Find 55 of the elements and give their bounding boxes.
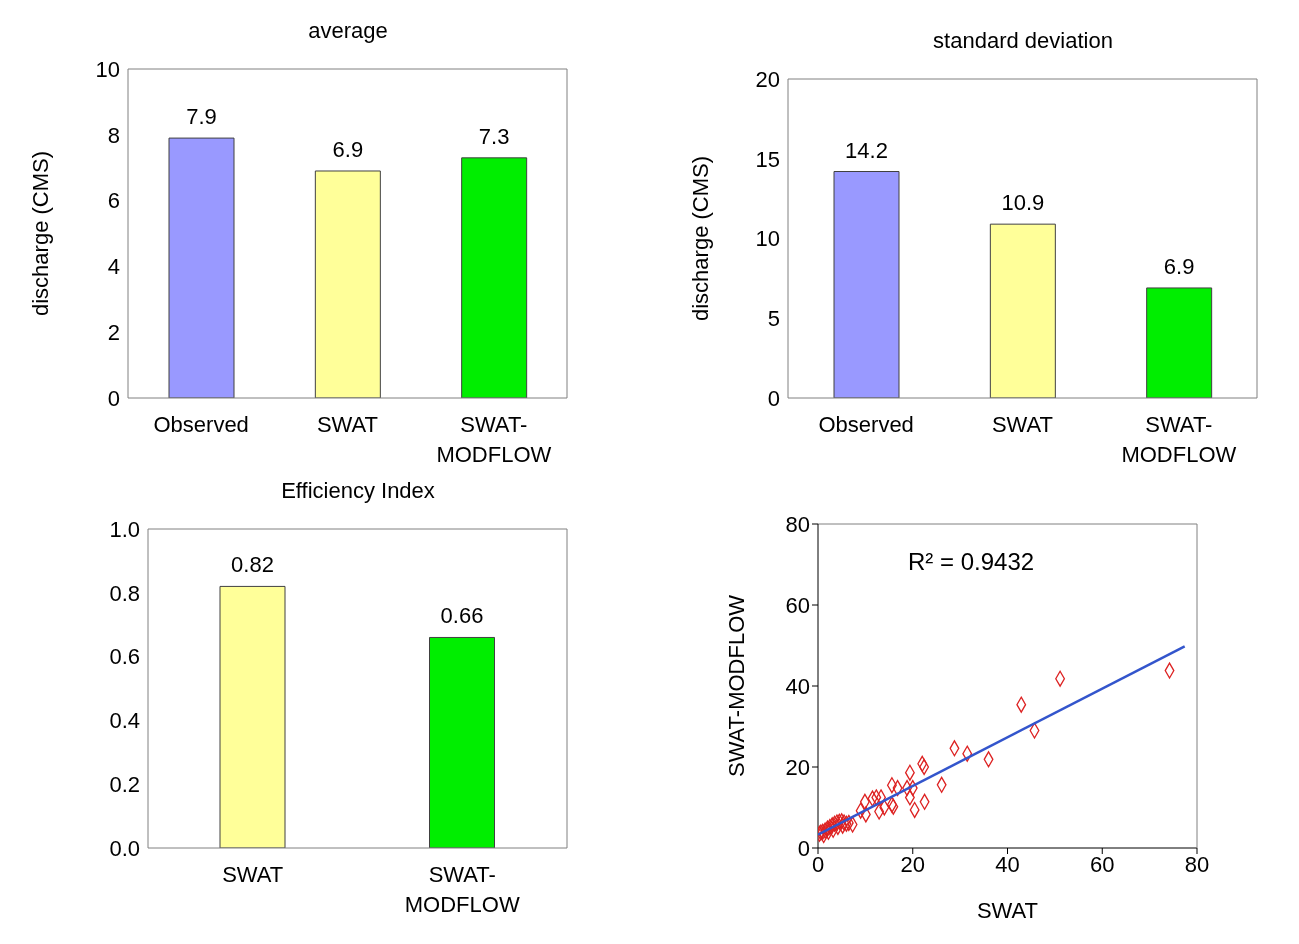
y-tick-label: 20 [755,66,780,92]
x-tick-label: SWAT-MODFLOW [404,862,520,917]
chart-title: Efficiency Index [280,478,436,505]
data-label: 6.9 [332,136,364,162]
x-tick-label: SWAT [991,412,1054,437]
y-axis-title: discharge (CMS) [27,150,53,317]
bar [989,223,1056,398]
bar [314,170,381,398]
y-tick-label: 0.8 [109,580,140,606]
y-tick-label: 1.0 [109,516,140,542]
y-tick-label: 0 [767,385,780,411]
data-label: 0.66 [440,603,484,629]
y-tick-label: 0.2 [109,772,140,798]
x-tick-label: 80 [1184,851,1210,877]
x-tick-label: 20 [900,851,925,877]
y-tick-label: 0 [107,385,120,411]
y-tick-label: 0 [797,835,810,861]
x-axis-title: SWAT [976,898,1039,923]
x-tick-label: SWAT-MODFLOW [436,412,552,467]
x-tick-label: SWAT [316,412,379,437]
x-tick-label: 40 [995,851,1020,877]
x-tick-label: Observed [153,412,249,437]
chart-title: average [307,18,389,45]
y-tick-label: 15 [755,146,780,172]
data-label: 6.9 [1163,253,1195,279]
y-tick-label: 10 [95,56,120,82]
bar [1146,287,1213,398]
y-tick-label: 40 [785,673,810,699]
y-tick-label: 20 [785,754,810,780]
data-label: 0.82 [231,552,274,578]
x-tick-label: SWAT-MODFLOW [1121,412,1237,467]
bar [168,137,235,398]
data-label: 7.9 [186,104,217,130]
y-tick-label: 60 [785,592,810,618]
x-tick-label: Observed [818,412,914,437]
y-tick-label: 80 [785,511,810,537]
bar [461,157,528,398]
y-tick-label: 10 [755,226,780,252]
data-label: 7.3 [478,123,510,149]
annotation: R² = 0.9432 [908,548,1035,576]
data-label: 14.2 [845,137,888,163]
y-tick-label: 0.4 [109,708,140,734]
bar [833,171,900,398]
y-tick-label: 5 [767,306,780,332]
x-tick-label: SWAT [222,862,284,887]
y-tick-label: 2 [107,320,120,346]
y-tick-label: 4 [107,254,120,280]
data-label: 10.9 [1001,190,1045,216]
y-tick-label: 0.6 [109,644,140,670]
y-tick-label: 6 [107,188,120,214]
x-tick-label: 60 [1090,851,1115,877]
y-axis-title: discharge (CMS) [687,155,713,322]
y-tick-label: 0.0 [109,835,140,861]
chart-title: standard deviation [932,28,1114,55]
y-tick-label: 8 [107,122,120,148]
